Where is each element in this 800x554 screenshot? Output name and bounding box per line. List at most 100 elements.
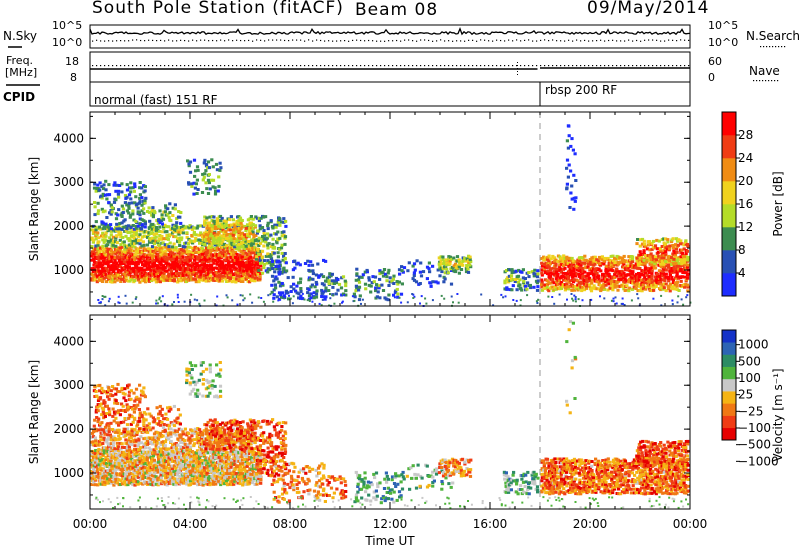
range-gate-cell xyxy=(361,298,364,301)
range-gate-cell xyxy=(98,181,102,185)
range-gate-cell xyxy=(208,215,212,219)
range-gate-cell xyxy=(627,255,631,259)
range-gate-cell xyxy=(277,299,280,302)
nave-dot xyxy=(508,65,510,67)
range-gate-cell xyxy=(119,479,123,483)
range-gate-cell xyxy=(251,230,255,234)
range-gate-cell xyxy=(112,449,116,452)
range-gate-cell xyxy=(169,219,173,223)
range-gate-cell xyxy=(117,451,121,455)
range-gate-cell xyxy=(555,270,559,274)
range-gate-cell xyxy=(145,455,149,459)
range-gate-cell xyxy=(133,275,137,279)
range-gate-cell xyxy=(189,252,193,256)
range-gate-cell xyxy=(622,276,626,280)
nave-dot xyxy=(180,65,182,67)
range-gate-cell xyxy=(298,280,302,284)
range-gate-cell xyxy=(554,262,558,266)
range-gate-cell xyxy=(112,200,117,204)
range-gate-cell xyxy=(276,251,280,255)
range-gate-cell xyxy=(249,255,253,259)
range-gate-cell xyxy=(237,264,241,268)
range-gate-cell xyxy=(137,211,141,215)
range-gate-cell xyxy=(140,271,145,275)
range-gate-cell xyxy=(455,264,459,268)
range-gate-cell xyxy=(233,240,237,243)
range-gate-cell xyxy=(666,240,670,244)
range-gate-cell xyxy=(237,219,241,223)
range-gate-cell xyxy=(443,277,447,281)
range-gate-cell xyxy=(158,225,162,229)
range-gate-cell xyxy=(129,261,133,265)
range-gate-cell xyxy=(152,233,156,237)
range-gate-cell xyxy=(212,271,216,275)
nave-dot xyxy=(352,65,354,67)
range-gate-cell xyxy=(574,298,577,301)
range-gate-cell xyxy=(661,278,665,282)
range-gate-cell xyxy=(579,266,583,269)
range-gate-cell xyxy=(343,279,347,283)
range-gate-cell xyxy=(514,269,519,273)
range-gate-cell xyxy=(109,227,113,231)
range-gate-cell xyxy=(167,456,171,460)
noise-search-dot xyxy=(568,39,570,41)
range-gate-cell xyxy=(158,268,162,272)
range-gate-cell xyxy=(277,272,281,276)
range-gate-cell xyxy=(455,255,460,259)
range-gate-cell xyxy=(217,175,221,179)
range-gate-cell xyxy=(648,271,652,274)
range-gate-cell xyxy=(574,260,578,264)
range-gate-cell xyxy=(406,269,410,273)
range-gate-cell xyxy=(206,224,210,228)
noise-search-dot xyxy=(564,40,566,42)
range-gate-cell xyxy=(244,229,248,233)
range-gate-cell xyxy=(143,468,148,472)
range-gate-cell xyxy=(415,259,419,263)
range-gate-cell xyxy=(239,237,243,241)
range-gate-cell xyxy=(218,161,222,165)
range-gate-cell xyxy=(169,459,173,463)
range-gate-cell xyxy=(136,206,140,210)
range-gate-cell xyxy=(198,482,202,486)
range-gate-cell xyxy=(147,453,151,457)
range-gate-cell xyxy=(200,249,204,253)
range-gate-cell xyxy=(168,241,172,245)
range-gate-cell xyxy=(163,254,167,258)
noise-search-dot xyxy=(216,40,218,42)
range-gate-cell xyxy=(213,235,217,239)
range-gate-cell xyxy=(620,261,624,265)
range-gate-cell xyxy=(685,283,690,287)
range-gate-cell xyxy=(241,267,245,270)
noise-search-dot xyxy=(228,39,230,41)
range-gate-cell xyxy=(341,275,346,279)
range-gate-cell xyxy=(154,249,158,252)
range-gate-cell xyxy=(648,268,652,272)
range-gate-cell xyxy=(609,259,613,263)
range-gate-cell xyxy=(251,217,255,221)
noise-search-dot xyxy=(156,40,158,42)
range-gate-cell xyxy=(181,231,185,235)
noise-search-dot xyxy=(160,39,162,42)
range-gate-cell xyxy=(210,219,214,222)
range-gate-cell xyxy=(385,275,389,279)
range-gate-cell xyxy=(173,203,177,207)
range-gate-cell xyxy=(438,274,442,278)
range-gate-cell xyxy=(526,294,529,297)
range-gate-cell xyxy=(148,273,152,277)
range-gate-cell xyxy=(662,237,666,241)
range-gate-cell xyxy=(96,449,100,453)
range-gate-cell xyxy=(272,245,276,249)
range-gate-cell xyxy=(682,258,686,262)
range-gate-cell xyxy=(330,272,334,276)
range-gate-cell xyxy=(144,471,148,475)
range-gate-cell xyxy=(135,256,139,260)
range-gate-cell xyxy=(284,261,288,265)
range-gate-cell xyxy=(674,247,679,251)
range-gate-cell xyxy=(217,257,221,261)
range-gate-cell xyxy=(135,454,139,458)
nave-dot xyxy=(192,65,194,67)
range-gate-cell xyxy=(602,279,606,283)
noise-search-dot xyxy=(244,40,246,42)
range-gate-cell xyxy=(646,279,650,283)
range-gate-cell xyxy=(110,264,114,268)
